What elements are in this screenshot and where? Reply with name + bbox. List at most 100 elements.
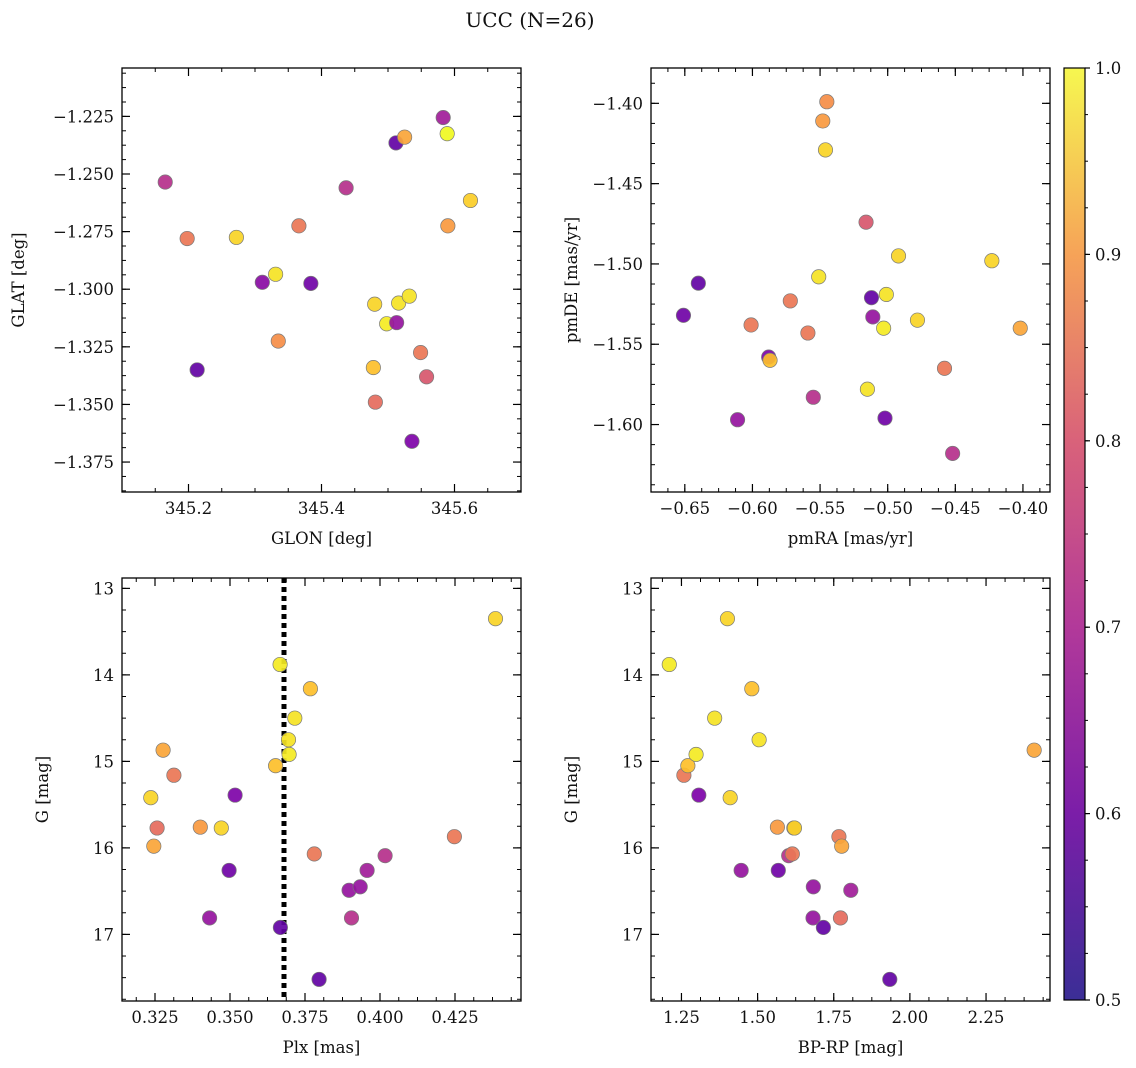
data-point: [401, 288, 417, 304]
data-point: [945, 445, 961, 462]
data-point: [688, 746, 704, 763]
data-point: [149, 820, 165, 836]
panel-3: 0.325 0.350 0.375 0.400 0.425 13 14 15 16 17 Plx […: [33, 577, 522, 1057]
data-point: [1026, 742, 1042, 758]
colorbar-gradient: [1063, 67, 1086, 1001]
x-tick-label: 345.4: [298, 499, 345, 518]
x-tick-label: −0.65: [660, 499, 711, 518]
data-point: [843, 882, 859, 898]
data-point: [691, 787, 707, 803]
data-point: [878, 286, 894, 303]
data-point: [367, 394, 383, 410]
axes-frame: [121, 577, 522, 1002]
x-tick-label: 345.6: [431, 499, 478, 518]
data-point: [270, 333, 286, 349]
data-point: [202, 910, 218, 926]
data-point: [800, 325, 816, 341]
x-tick-label: 2.00: [892, 1008, 929, 1027]
data-point: [179, 230, 195, 247]
y-axis-label: pmDE [mas/yr]: [562, 217, 581, 343]
colorbar-tick-label: 1.0: [1095, 59, 1121, 78]
panel-1: 345.2 345.4 345.6 −1.225 −1.250 −1.275 −1.300 −…: [9, 67, 522, 548]
y-tick-label: 15: [622, 752, 643, 771]
data-point: [439, 126, 455, 142]
data-point: [811, 269, 827, 285]
axes-frame: [650, 577, 1051, 1002]
data-point: [343, 910, 360, 926]
data-point: [404, 433, 420, 449]
y-tick-label: −1.40: [592, 94, 643, 113]
data-point: [744, 681, 760, 697]
data-point: [268, 758, 284, 774]
data-point: [228, 229, 244, 245]
x-tick-label: −0.45: [930, 499, 981, 518]
y-tick-label: −1.325: [53, 338, 114, 357]
data-point: [859, 381, 875, 397]
data-point: [213, 820, 229, 836]
data-point: [882, 971, 898, 987]
y-tick-label: −1.55: [592, 335, 643, 354]
x-tick-label: 1.50: [739, 1008, 776, 1027]
y-tick-label: 17: [93, 925, 114, 944]
data-point: [817, 142, 834, 158]
data-point: [338, 180, 354, 196]
data-point: [440, 218, 456, 234]
x-tick-label: −0.50: [862, 499, 913, 518]
y-axis-label: G [mag]: [33, 756, 52, 823]
y-tick-label: 16: [622, 839, 643, 858]
y-axis-label: G [mag]: [562, 756, 581, 823]
colorbar-tick-label: 0.7: [1095, 618, 1121, 637]
data-point: [805, 910, 821, 926]
x-tick-label: 345.2: [165, 499, 212, 518]
data-point: [311, 971, 327, 987]
x-tick-label: 2.25: [968, 1008, 1005, 1027]
data-point: [302, 681, 318, 697]
data-point: [680, 758, 696, 774]
y-tick-label: −1.50: [592, 255, 643, 274]
data-point: [730, 412, 746, 428]
x-axis-label: BP-RP [mag]: [798, 1038, 904, 1057]
data-point: [157, 174, 173, 190]
data-point: [462, 192, 479, 209]
data-point: [391, 295, 407, 311]
data-point: [690, 275, 706, 291]
data-point: [661, 656, 677, 673]
figure-title: UCC (N=26): [465, 8, 594, 32]
data-point: [367, 296, 383, 312]
data-point: [365, 360, 381, 376]
data-point: [166, 767, 182, 783]
x-tick-label: 0.425: [431, 1008, 478, 1027]
x-tick-label: −0.60: [727, 499, 778, 518]
y-tick-label: 14: [622, 666, 643, 685]
x-tick-label: 1.25: [663, 1008, 700, 1027]
data-point: [786, 820, 803, 836]
y-tick-label: −1.45: [592, 175, 643, 194]
data-point: [446, 829, 462, 845]
data-point: [280, 732, 297, 748]
data-point: [832, 910, 848, 926]
data-point: [762, 352, 778, 368]
x-tick-label: 0.350: [206, 1008, 253, 1027]
data-point: [397, 129, 413, 145]
x-tick-label: 0.375: [281, 1008, 328, 1027]
data-point: [377, 848, 393, 864]
x-tick-label: −0.40: [998, 499, 1049, 518]
y-tick-label: −1.375: [53, 453, 114, 472]
data-point: [936, 360, 953, 376]
data-point: [722, 790, 738, 806]
y-tick-label: −1.60: [592, 416, 643, 435]
data-point: [413, 345, 429, 361]
data-point: [306, 846, 322, 862]
data-point: [707, 710, 723, 726]
y-tick-label: 14: [93, 666, 114, 685]
axes-frame: [121, 67, 522, 493]
x-axis-label: pmRA [mas/yr]: [788, 529, 913, 548]
data-point: [291, 218, 307, 234]
data-point: [815, 919, 831, 936]
y-tick-label: 16: [93, 839, 114, 858]
data-point: [858, 214, 874, 230]
data-point: [770, 862, 786, 878]
y-tick-label: −1.275: [53, 223, 114, 242]
x-axis-label: GLON [deg]: [271, 529, 372, 548]
